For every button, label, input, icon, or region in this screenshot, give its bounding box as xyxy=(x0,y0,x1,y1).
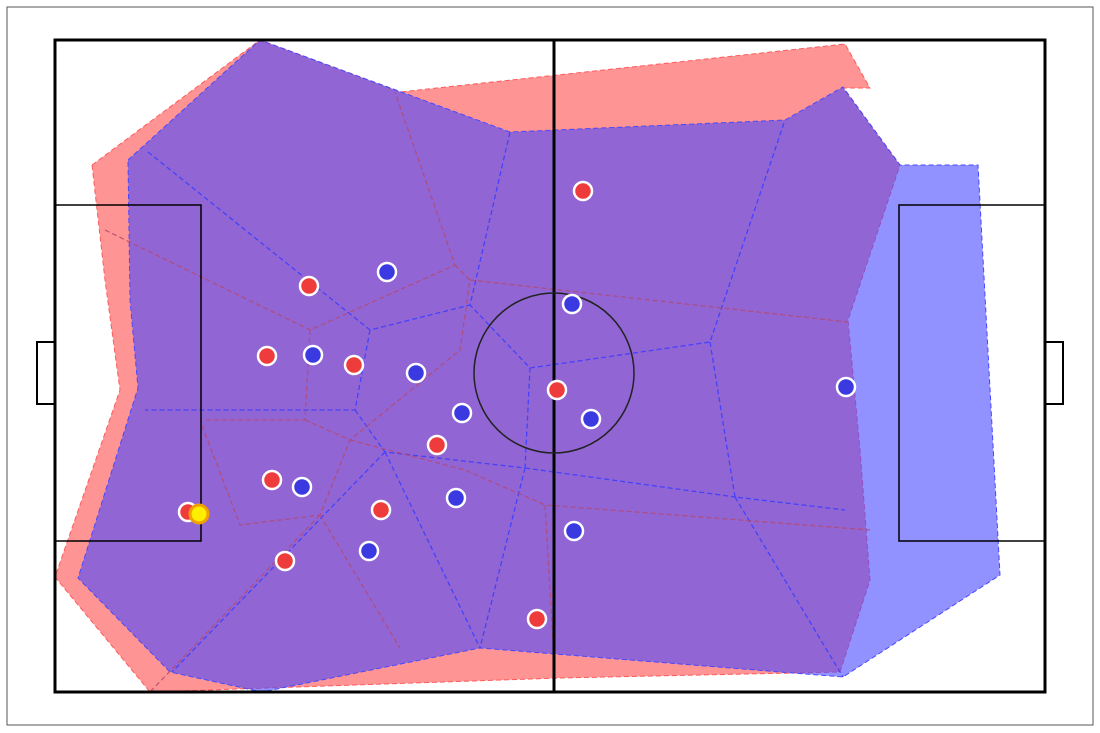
blue-players xyxy=(291,261,857,562)
blue-team-area xyxy=(77,39,1001,693)
pitch-lines xyxy=(36,38,1064,694)
red-players xyxy=(177,180,594,630)
ball xyxy=(188,503,210,525)
